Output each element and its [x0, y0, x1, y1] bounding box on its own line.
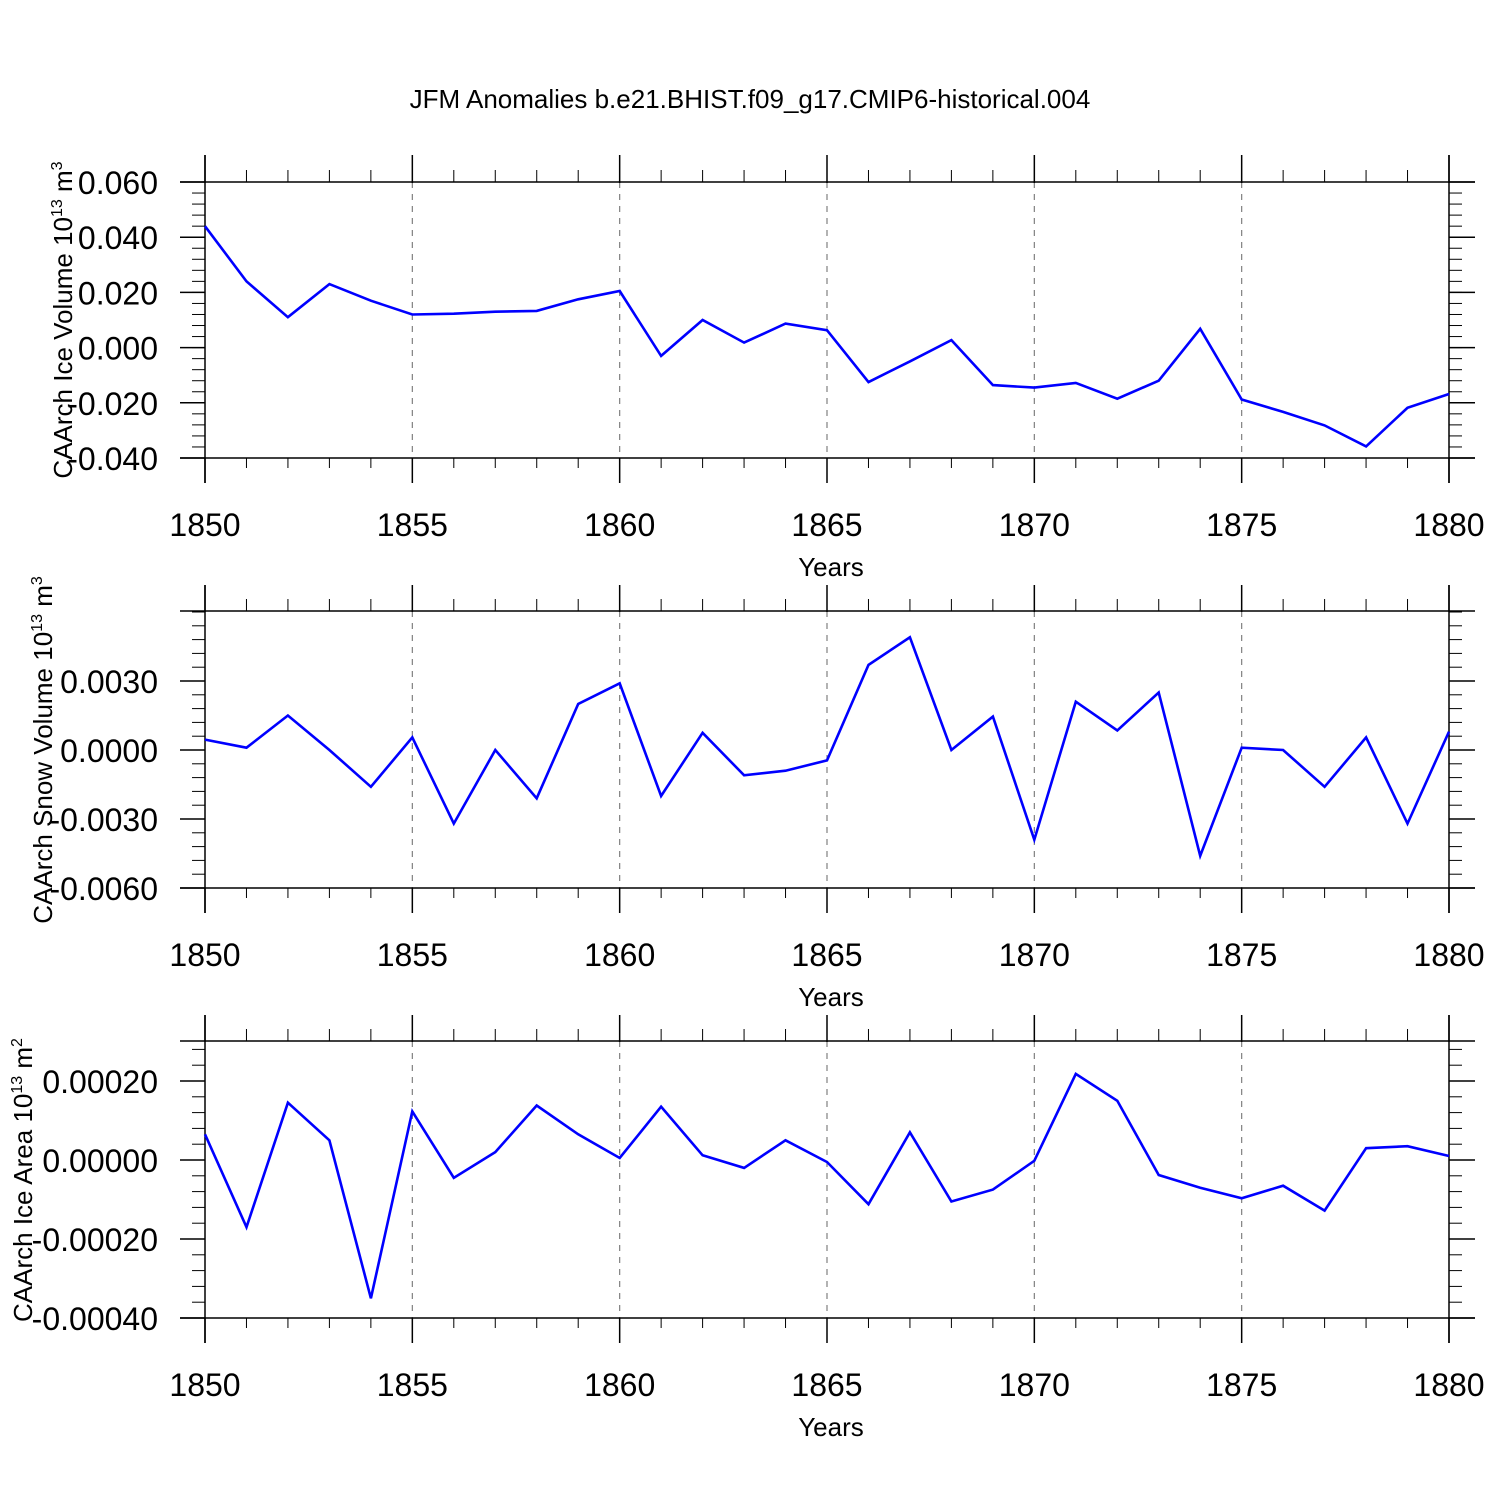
- y-axis-title-text: m: [48, 170, 78, 199]
- y-tick-label: -0.00040: [32, 1301, 158, 1337]
- x-tick-label: 1880: [1413, 1367, 1484, 1403]
- y-tick-label: 0.0000: [60, 733, 158, 769]
- y-axis-title-superscript: 3: [49, 161, 66, 170]
- y-tick-label: 0.020: [78, 275, 158, 311]
- x-tick-label: 1875: [1206, 1367, 1277, 1403]
- x-tick-label: 1855: [377, 507, 448, 543]
- y-axis-title-superscript: 3: [29, 576, 46, 585]
- y-axis-title-text: m: [28, 585, 58, 614]
- x-tick-label: 1855: [377, 937, 448, 973]
- y-axis-title-text: CAArch Ice Area 10: [8, 1094, 38, 1322]
- y-tick-label: 0.000: [78, 331, 158, 367]
- y-tick-label: -0.0060: [49, 871, 158, 907]
- x-tick-label: 1850: [169, 507, 240, 543]
- y-tick-label: 0.00020: [42, 1064, 158, 1100]
- y-axis-title: CAArch Snow Volume 1013 m3: [28, 576, 58, 924]
- y-axis-title-superscript: 13: [49, 199, 66, 217]
- y-axis-title-text: m: [8, 1047, 38, 1076]
- y-axis-title-superscript: 13: [29, 614, 46, 632]
- x-tick-label: 1865: [791, 507, 862, 543]
- y-tick-label: -0.040: [67, 441, 158, 477]
- y-tick-label: 0.040: [78, 220, 158, 256]
- y-tick-label: -0.020: [67, 386, 158, 422]
- x-tick-label: 1870: [999, 1367, 1070, 1403]
- x-tick-label: 1870: [999, 937, 1070, 973]
- x-tick-label: 1860: [584, 937, 655, 973]
- figure-title: JFM Anomalies b.e21.BHIST.f09_g17.CMIP6-…: [410, 84, 1091, 114]
- x-tick-label: 1860: [584, 507, 655, 543]
- y-tick-label: 0.060: [78, 165, 158, 201]
- y-axis-title-text: CAArch Snow Volume 10: [28, 632, 58, 924]
- y-axis-title: CAArch Ice Volume 1013 m3: [48, 161, 78, 478]
- x-axis-title: Years: [798, 982, 864, 1012]
- y-tick-label: -0.0030: [49, 802, 158, 838]
- y-tick-label: -0.00020: [32, 1222, 158, 1258]
- x-axis-title: Years: [798, 552, 864, 582]
- x-tick-label: 1850: [169, 1367, 240, 1403]
- x-tick-label: 1880: [1413, 937, 1484, 973]
- y-tick-label: 0.0030: [60, 664, 158, 700]
- x-tick-label: 1850: [169, 937, 240, 973]
- y-axis-title-superscript: 13: [9, 1076, 26, 1094]
- x-tick-label: 1875: [1206, 937, 1277, 973]
- y-axis-title-text: CAArch Ice Volume 10: [48, 217, 78, 479]
- x-tick-label: 1870: [999, 507, 1070, 543]
- x-tick-label: 1865: [791, 1367, 862, 1403]
- x-tick-label: 1855: [377, 1367, 448, 1403]
- x-tick-label: 1880: [1413, 507, 1484, 543]
- y-axis-title-superscript: 2: [9, 1038, 26, 1047]
- x-tick-label: 1860: [584, 1367, 655, 1403]
- y-axis-title: CAArch Ice Area 1013 m2: [8, 1038, 38, 1322]
- x-axis-title: Years: [798, 1412, 864, 1442]
- x-tick-label: 1875: [1206, 507, 1277, 543]
- y-tick-label: 0.00000: [42, 1143, 158, 1179]
- x-tick-label: 1865: [791, 937, 862, 973]
